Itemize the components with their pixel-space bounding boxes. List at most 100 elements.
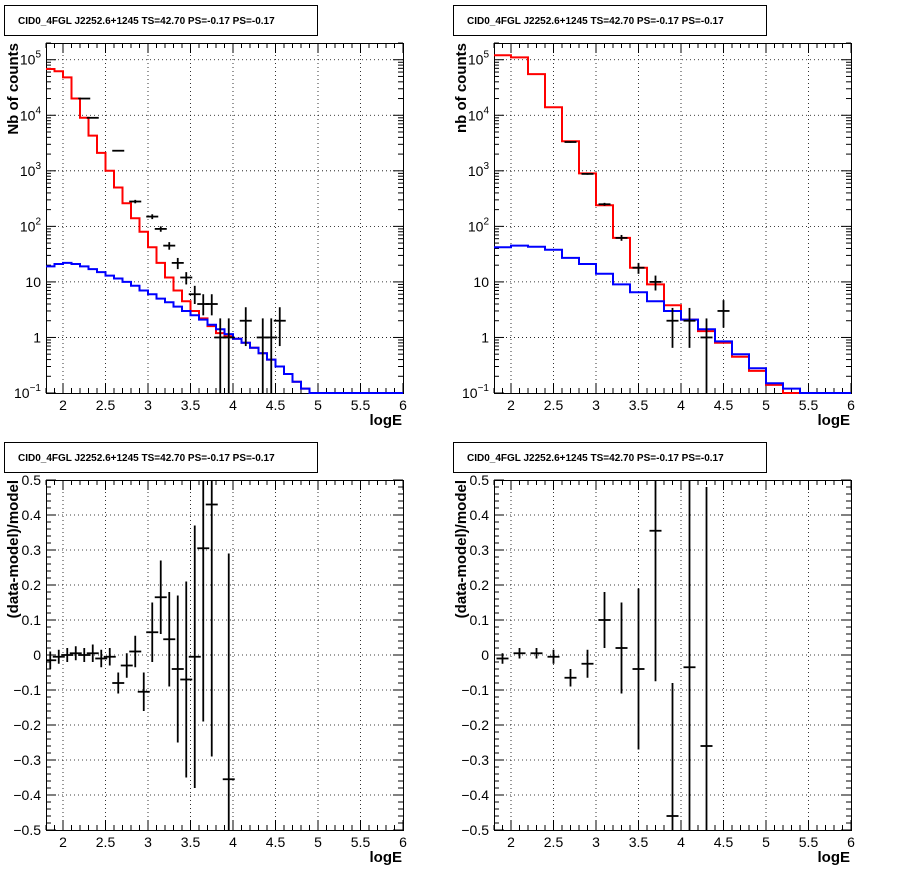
data-point [581,172,594,175]
x-tick-label: 4 [229,834,237,850]
y-tick-exponent: −1 [30,383,42,394]
y-tick-label: −0.1 [13,682,41,698]
y-tick-label: 0.5 [470,472,490,488]
y-tick-base: 0.2 [22,577,42,593]
data-point [52,649,65,664]
data-point [163,242,176,250]
y-tick-exponent: −1 [478,383,490,394]
x-tick-label: 2 [507,834,515,850]
title-box [453,442,767,473]
y-tick-label: 10−1 [14,383,41,401]
y-tick-base: −0.5 [461,822,489,838]
chart-panel-3: CID0_4FGL J2252.6+1245 TS=42.70 PS=-0.17… [4,442,407,866]
y-tick-label: 0.3 [22,542,42,558]
y-axis-label: Nb of counts [5,43,22,135]
y-tick-base: 0.5 [470,472,490,488]
y-tick-label: 105 [468,50,490,68]
data-point [188,285,201,305]
y-tick-base: 10 [25,274,41,290]
plot-frame [46,480,404,831]
y-tick-exponent: 2 [483,216,489,227]
data-point [205,294,218,316]
data-point [649,480,662,682]
x-axis-label: logE [818,849,851,866]
y-tick-label: 10−1 [462,383,489,401]
y-tick-base: 0.4 [470,507,490,523]
blue-histogram-series [494,244,851,394]
y-tick-label: 10 [25,274,41,290]
data-point [513,648,526,659]
x-tick-label: 4 [677,397,685,413]
chart-panel-2: CID0_4FGL J2252.6+1245 TS=42.70 PS=-0.17… [453,5,855,429]
y-axis-label: (data-model)/model [453,480,470,618]
x-tick-label: 4.5 [714,397,734,413]
data-point [666,683,679,830]
y-tick-label: 102 [468,216,490,234]
x-tick-label: 2.5 [96,397,116,413]
y-tick-base: −0.1 [461,682,489,698]
y-tick-label: 0.5 [22,472,42,488]
blue-histogram-series [46,261,403,394]
y-tick-label: 0 [481,647,489,663]
data-point [530,648,543,659]
y-tick-base: −0.1 [13,682,41,698]
x-tick-label: 2 [59,397,67,413]
data-point [547,649,560,664]
data-point [205,480,218,757]
y-tick-base: −0.3 [461,752,489,768]
y-tick-base: 10 [473,274,489,290]
y-tick-base: −0.5 [13,822,41,838]
data-point [683,307,696,348]
data-point [180,272,193,285]
y-tick-label: 0.2 [470,577,490,593]
y-tick-label: −0.5 [461,822,489,838]
plot-data [496,480,713,830]
data-point [581,649,594,678]
x-axis-label: logE [370,412,403,429]
y-tick-base: 10 [468,163,484,179]
x-tick-label: 3 [592,397,600,413]
y-tick-label: −0.2 [13,717,41,733]
x-tick-label: 2 [59,834,67,850]
plot-data [46,68,403,394]
x-axis-label: logE [370,849,403,866]
y-tick-label: 1 [481,329,489,345]
x-tick-label: 5.5 [799,834,819,850]
data-point [86,116,99,119]
data-point [496,653,509,664]
y-tick-base: 0.3 [470,542,490,558]
data-point [222,553,235,830]
data-point [188,525,201,788]
data-point [171,257,184,270]
y-tick-base: 10 [20,218,36,234]
chart-title: CID0_4FGL J2252.6+1245 TS=42.70 PS=-0.17… [18,16,275,27]
y-tick-base: −0.2 [461,717,489,733]
data-point [112,672,125,694]
y-tick-base: −0.2 [13,717,41,733]
x-tick-label: 3 [144,834,152,850]
y-tick-base: −0.4 [13,787,41,803]
data-point [700,487,713,830]
data-point [615,234,628,241]
data-point [615,602,628,694]
y-tick-label: −0.3 [461,752,489,768]
data-point [69,646,82,661]
y-tick-label: 0.1 [22,612,42,628]
x-tick-label: 2.5 [544,397,564,413]
data-point [598,202,611,206]
data-point [222,318,235,393]
data-point [120,653,133,678]
data-point [598,592,611,648]
plot-data [494,54,851,394]
y-tick-base: 10 [14,385,30,401]
y-tick-base: 10 [462,385,478,401]
y-tick-label: 0.4 [22,507,42,523]
y-tick-label: −0.3 [13,752,41,768]
data-point [666,307,679,348]
data-point [197,480,210,722]
data-point [700,318,713,393]
y-tick-label: −0.2 [461,717,489,733]
y-tick-base: 10 [20,107,36,123]
y-tick-label: 0.2 [22,577,42,593]
